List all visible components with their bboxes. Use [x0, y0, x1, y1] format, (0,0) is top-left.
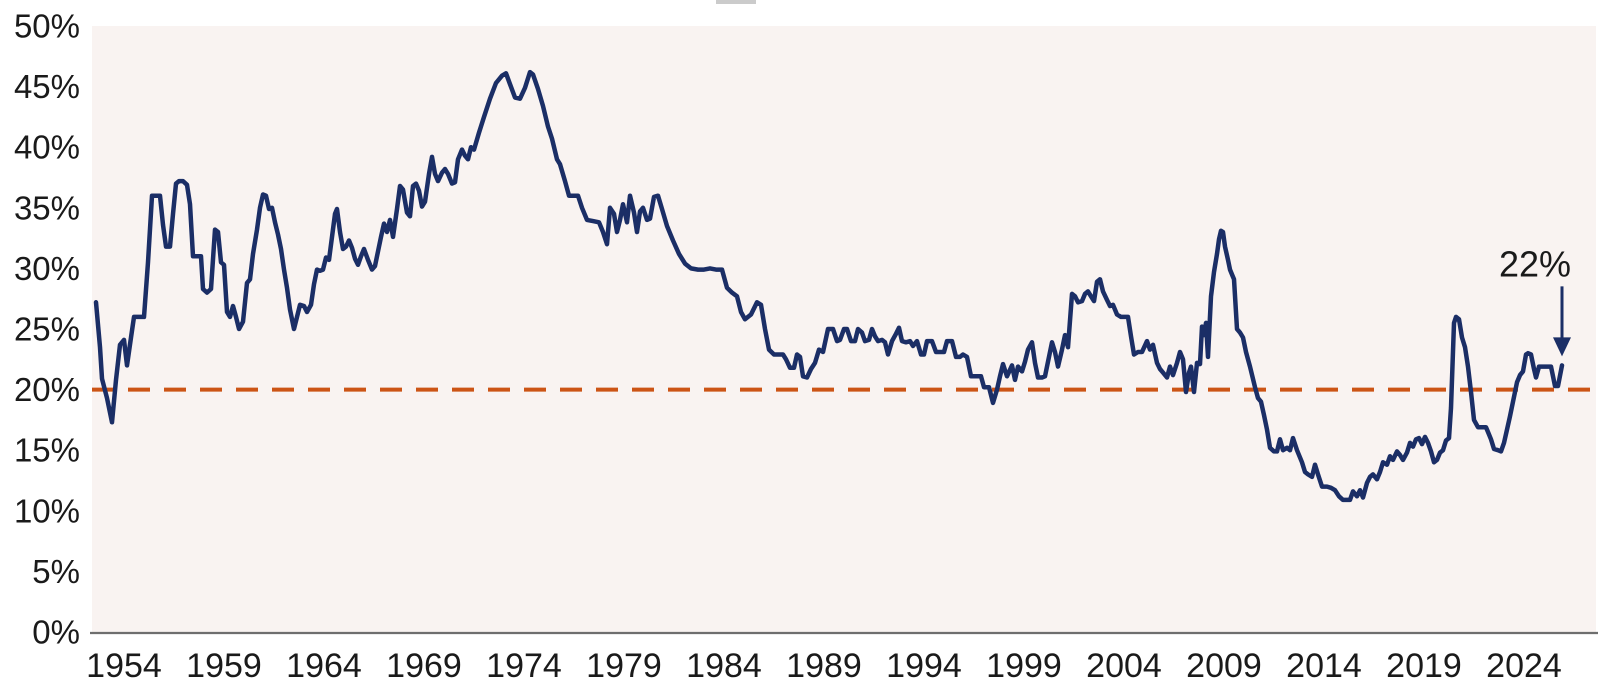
x-tick-label: 2024 [1486, 647, 1562, 685]
annotation-label: 22% [1499, 243, 1571, 284]
value-annotation: 22% [1499, 243, 1571, 357]
x-tick-label: 2004 [1086, 647, 1162, 685]
y-tick-label: 45% [14, 68, 80, 105]
x-tick-label: 2009 [1186, 647, 1262, 685]
y-tick-label: 30% [14, 250, 80, 287]
down-arrow-head-icon [1553, 337, 1571, 357]
x-tick-label: 2019 [1386, 647, 1462, 685]
y-tick-label: 10% [14, 492, 80, 529]
x-tick-label: 1969 [386, 647, 462, 685]
x-tick-label: 2014 [1286, 647, 1362, 685]
x-tick-label: 1964 [286, 647, 362, 685]
y-tick-label: 15% [14, 432, 80, 469]
y-tick-label: 0% [32, 614, 80, 651]
y-tick-label: 35% [14, 189, 80, 226]
data-series-line [93, 69, 1565, 503]
y-tick-label: 50% [14, 8, 80, 45]
x-tick-label: 1994 [886, 647, 962, 685]
y-tick-label: 40% [14, 129, 80, 166]
x-tick-label: 1959 [186, 647, 262, 685]
y-tick-label: 20% [14, 371, 80, 408]
y-tick-label: 25% [14, 311, 80, 348]
x-tick-label: 1989 [786, 647, 862, 685]
cropped-title-artifact [716, 0, 756, 4]
y-axis-tick-labels: 0% 5% 10% 15% 20% 25% 30% 35% 40% 45% 50% [14, 8, 80, 651]
y-tick-label: 5% [32, 553, 80, 590]
x-tick-label: 1979 [586, 647, 662, 685]
x-tick-label: 1999 [986, 647, 1062, 685]
x-axis-tick-labels: 1954 1959 1964 1969 1974 1979 1984 1989 1994 1999… [86, 647, 1562, 685]
x-tick-label: 1974 [486, 647, 562, 685]
x-tick-label: 1954 [86, 647, 162, 685]
x-tick-label: 1984 [686, 647, 762, 685]
